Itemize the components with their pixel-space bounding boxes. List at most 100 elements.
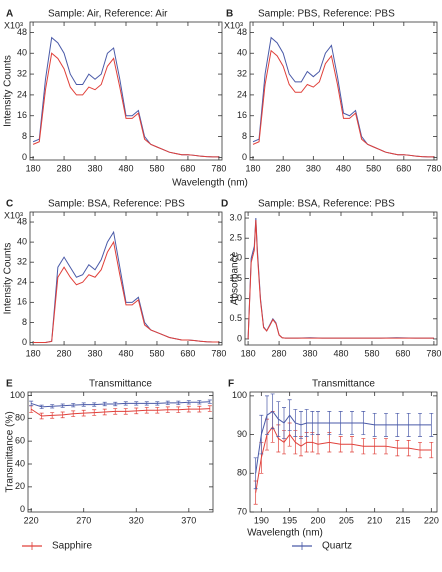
error-bar <box>338 436 343 453</box>
y-tick-label: 40 <box>237 48 247 58</box>
error-bar <box>429 412 434 437</box>
x-tick-label: 210 <box>367 515 382 525</box>
y-tick-label: 2.5 <box>229 233 242 243</box>
x-tick-label: 180 <box>241 348 256 358</box>
x-tick-label: 205 <box>339 515 354 525</box>
x-tick-label: 680 <box>395 348 410 358</box>
y-tick-label: 3.0 <box>229 212 242 222</box>
error-bar <box>92 409 97 416</box>
panel-letter: A <box>6 9 13 20</box>
error-bar <box>102 401 107 407</box>
error-bar <box>259 414 264 455</box>
x-tick-label: 680 <box>180 348 195 358</box>
series-line <box>255 410 432 474</box>
y-tick-label: 48 <box>17 27 27 37</box>
y-tick-label: 48 <box>237 27 247 37</box>
x-tick-label: 780 <box>211 163 226 173</box>
x-tick-label: 380 <box>88 348 103 358</box>
x-tick-label: 195 <box>282 515 297 525</box>
error-bar <box>299 411 303 439</box>
error-bar <box>299 436 303 457</box>
error-bar <box>270 393 275 430</box>
error-bar <box>176 400 181 405</box>
y-tick-label: 100 <box>232 390 247 400</box>
error-bar <box>287 399 292 432</box>
plot-frame <box>244 211 438 346</box>
y-tick-label: 80 <box>15 413 25 423</box>
series-line <box>30 401 210 408</box>
y-tick-label: 48 <box>17 216 27 226</box>
panel-title: Transmittance <box>312 379 375 390</box>
x-tick-label: 280 <box>272 348 287 358</box>
panel-title: Transmittance <box>89 379 152 390</box>
error-bar <box>429 441 434 459</box>
error-bar <box>29 405 34 413</box>
y-tick-label: 20 <box>15 481 25 491</box>
y-tick-label: 0.5 <box>229 313 242 323</box>
error-bar <box>384 438 388 455</box>
error-bar <box>293 409 298 437</box>
panel-letter: D <box>221 199 228 210</box>
error-bar <box>60 411 65 419</box>
plot-frame <box>249 21 438 161</box>
y-tick-label: 8 <box>22 131 27 141</box>
y-tick-label: 16 <box>237 110 247 120</box>
x-tick-label: 220 <box>24 515 39 525</box>
error-bar <box>123 408 128 415</box>
error-bar <box>165 400 170 405</box>
y-tick-label: 40 <box>15 458 25 468</box>
x-tick-label: 480 <box>336 163 351 173</box>
y-tick-label: 32 <box>17 68 27 78</box>
series-line <box>252 36 434 158</box>
y-tick-label: 8 <box>22 317 27 327</box>
error-bar <box>310 411 315 435</box>
error-bar <box>186 405 191 413</box>
y-tick-label: 24 <box>17 89 27 99</box>
x-tick-label: 580 <box>366 163 381 173</box>
error-bar <box>81 409 86 417</box>
error-bar <box>207 399 212 404</box>
x-tick-label: 180 <box>26 348 41 358</box>
plot-frame <box>249 391 438 513</box>
y-tick-label: 40 <box>17 48 27 58</box>
error-bar <box>372 438 377 455</box>
series-line <box>247 218 434 339</box>
panel-letter: C <box>6 199 13 210</box>
y-tick-label: 2.0 <box>229 253 242 263</box>
x-tick-label: 480 <box>118 163 133 173</box>
error-bar <box>372 412 377 437</box>
error-bar <box>395 440 400 457</box>
y-tick-label: 70 <box>237 506 247 516</box>
y-tick-label: 24 <box>237 89 247 99</box>
y-tick-label: 16 <box>17 110 27 120</box>
error-bar <box>123 401 128 406</box>
y-tick-label: 8 <box>242 131 247 141</box>
error-bar <box>144 401 149 406</box>
x-tick-label: 680 <box>180 163 195 173</box>
x-tick-label: 280 <box>57 163 72 173</box>
error-bar <box>395 412 400 437</box>
plot-frame <box>29 211 223 346</box>
x-tick-label: 320 <box>129 515 144 525</box>
error-bar <box>361 411 366 435</box>
panel-letter: B <box>226 9 233 20</box>
x-tick-label: 380 <box>303 348 318 358</box>
error-bar <box>134 401 139 406</box>
error-bar <box>155 401 160 406</box>
error-bar <box>81 402 86 407</box>
error-bar <box>102 408 107 416</box>
error-bar <box>155 407 160 414</box>
error-bar <box>71 403 76 408</box>
error-bar <box>50 412 55 419</box>
error-bar <box>197 405 202 413</box>
error-bar <box>134 407 139 415</box>
x-tick-label: 370 <box>181 515 196 525</box>
series-line <box>33 240 219 343</box>
y-multiplier: X10³ <box>224 20 243 30</box>
y-tick-label: 16 <box>17 297 27 307</box>
error-bar <box>176 406 181 413</box>
y-tick-label: 0 <box>22 152 27 162</box>
y-axis-label: Absorbance <box>230 251 241 305</box>
legend-label: Sapphire <box>52 541 92 552</box>
error-bar <box>327 411 332 435</box>
